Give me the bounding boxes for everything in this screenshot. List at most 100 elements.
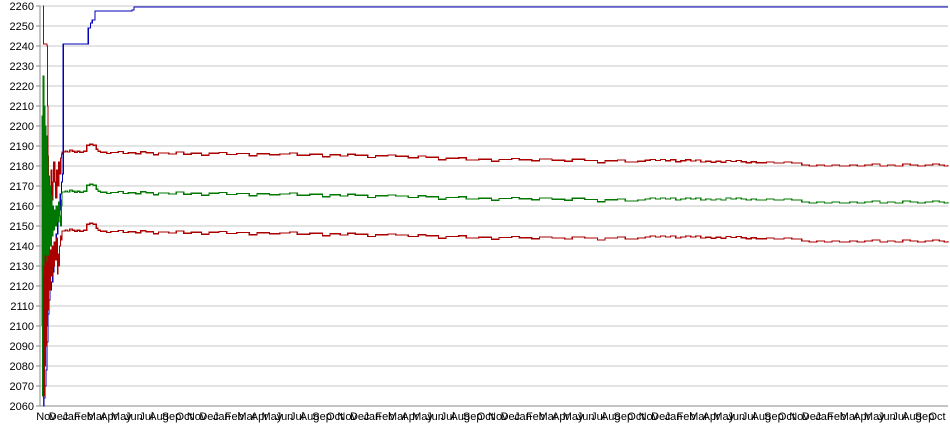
x-axis-tick-label: Mar (87, 411, 106, 423)
x-axis-tick-label: Jul (290, 411, 304, 423)
x-axis-tick-label: Oct (477, 411, 494, 423)
x-axis-tick-label: Jun (727, 411, 745, 423)
y-axis-tick-label: 2110 (10, 301, 34, 313)
x-axis-tick-label: May (713, 411, 734, 423)
x-axis-tick-label: Nov (36, 411, 56, 423)
series-blue-stepped-line (43, 6, 948, 407)
x-axis-tick-label: Apr (853, 411, 870, 423)
y-axis-tick-label: 2190 (10, 141, 34, 153)
series-lower-red-line (42, 222, 949, 407)
x-axis-tick-label: Oct (175, 411, 192, 423)
x-axis-tick-label: Feb (74, 411, 93, 423)
y-axis-tick-label: 2210 (10, 101, 34, 113)
x-axis-tick-label: Jul (892, 411, 906, 423)
x-axis-tick-label: Sep (614, 411, 634, 423)
x-axis-tick-label: Aug (300, 411, 320, 423)
x-axis-tick-label: Mar (237, 411, 256, 423)
x-axis-tick-label: Aug (450, 411, 470, 423)
x-axis-tick-label: Mar (539, 411, 558, 423)
x-axis-tick-label: Jul (441, 411, 455, 423)
x-axis-tick-label: Dec (501, 411, 521, 423)
x-axis-tick-label: Jan (62, 411, 80, 423)
x-axis-tick-label: Dec (49, 411, 69, 423)
x-axis-tick-label: Jul (742, 411, 756, 423)
x-axis-tick-label: Sep (915, 411, 935, 423)
x-axis-tick-label: Nov (488, 411, 508, 423)
x-axis-tick-label: Jun (125, 411, 143, 423)
y-axis-tick-label: 2260 (10, 1, 34, 13)
x-axis-tick-label: Oct (778, 411, 795, 423)
x-axis-tick-label: Jul (139, 411, 153, 423)
x-axis-tick-label: Jun (577, 411, 595, 423)
x-axis-tick-label: Oct (928, 411, 945, 423)
y-axis-tick-label: 2240 (10, 41, 34, 53)
x-axis-tick-label: Jan (213, 411, 231, 423)
x-axis-tick-label: Jun (878, 411, 896, 423)
x-axis-tick-label: Oct (326, 411, 343, 423)
x-axis-tick-label: Sep (463, 411, 483, 423)
x-axis-tick-label: Jan (815, 411, 833, 423)
x-axis-tick-label: Apr (251, 411, 268, 423)
x-axis-tick-label: Nov (187, 411, 207, 423)
x-axis-tick-label: Jun (276, 411, 294, 423)
x-axis-tick-label: May (111, 411, 132, 423)
x-axis-tick-label: May (563, 411, 584, 423)
x-axis-tick-label: Dec (350, 411, 370, 423)
y-axis-tick-label: 2200 (10, 121, 34, 133)
x-axis-tick-label: Jan (665, 411, 683, 423)
x-axis-tick-label: Jun (426, 411, 444, 423)
x-axis-tick-label: Nov (337, 411, 357, 423)
x-axis-tick-label: Feb (225, 411, 244, 423)
y-axis-tick-label: 2070 (10, 381, 34, 393)
x-axis-tick-label: Dec (199, 411, 219, 423)
x-axis-tick-label: Sep (764, 411, 784, 423)
series-green-line (41, 75, 949, 397)
y-axis-tick-label: 2170 (10, 181, 34, 193)
x-axis-tick-label: Feb (526, 411, 545, 423)
x-axis-tick-label: Feb (677, 411, 696, 423)
x-axis-tick-label: Nov (789, 411, 809, 423)
x-axis-tick-label: Sep (312, 411, 332, 423)
y-axis-tick-label: 2160 (10, 201, 34, 213)
x-axis-tick-label: Sep (162, 411, 182, 423)
x-axis-tick-label: Apr (703, 411, 720, 423)
series-upper-red-line (42, 5, 949, 223)
x-axis-tick-label: Dec (651, 411, 671, 423)
y-axis-tick-label: 2180 (10, 161, 34, 173)
x-axis-tick-label: Nov (639, 411, 659, 423)
x-axis-tick-label: Apr (100, 411, 117, 423)
x-axis-tick-label: Dec (802, 411, 822, 423)
y-axis-tick-label: 2090 (10, 341, 34, 353)
x-axis-tick-label: Aug (149, 411, 169, 423)
y-axis-tick-label: 2130 (10, 261, 34, 273)
y-axis-tick-label: 2060 (10, 401, 34, 413)
x-axis-tick-label: May (262, 411, 283, 423)
x-axis-tick-label: Oct (627, 411, 644, 423)
y-axis-tick-label: 2150 (10, 221, 34, 233)
y-axis-tick-label: 2140 (10, 241, 34, 253)
x-axis-tick-label: Mar (840, 411, 859, 423)
x-axis-tick-label: Aug (902, 411, 922, 423)
y-axis-tick-label: 2120 (10, 281, 34, 293)
y-axis-tick-label: 2250 (10, 21, 34, 33)
x-axis-tick-label: Mar (388, 411, 407, 423)
x-axis-tick-label: Aug (601, 411, 621, 423)
x-axis-tick-label: Feb (375, 411, 394, 423)
x-axis-tick-label: Apr (401, 411, 418, 423)
x-axis-tick-label: Mar (689, 411, 708, 423)
y-axis-tick-label: 2230 (10, 61, 34, 73)
x-axis-tick-label: Apr (552, 411, 569, 423)
x-axis-tick-label: May (412, 411, 433, 423)
x-axis-tick-label: May (864, 411, 885, 423)
x-axis-tick-label: Jan (514, 411, 532, 423)
y-axis-tick-label: 2220 (10, 81, 34, 93)
x-axis-tick-label: Jan (363, 411, 381, 423)
x-axis-tick-label: Aug (752, 411, 772, 423)
y-axis-tick-label: 2080 (10, 361, 34, 373)
y-axis-tick-label: 2100 (10, 321, 34, 333)
x-axis-tick-label: Jul (591, 411, 605, 423)
x-axis-tick-label: Feb (827, 411, 846, 423)
